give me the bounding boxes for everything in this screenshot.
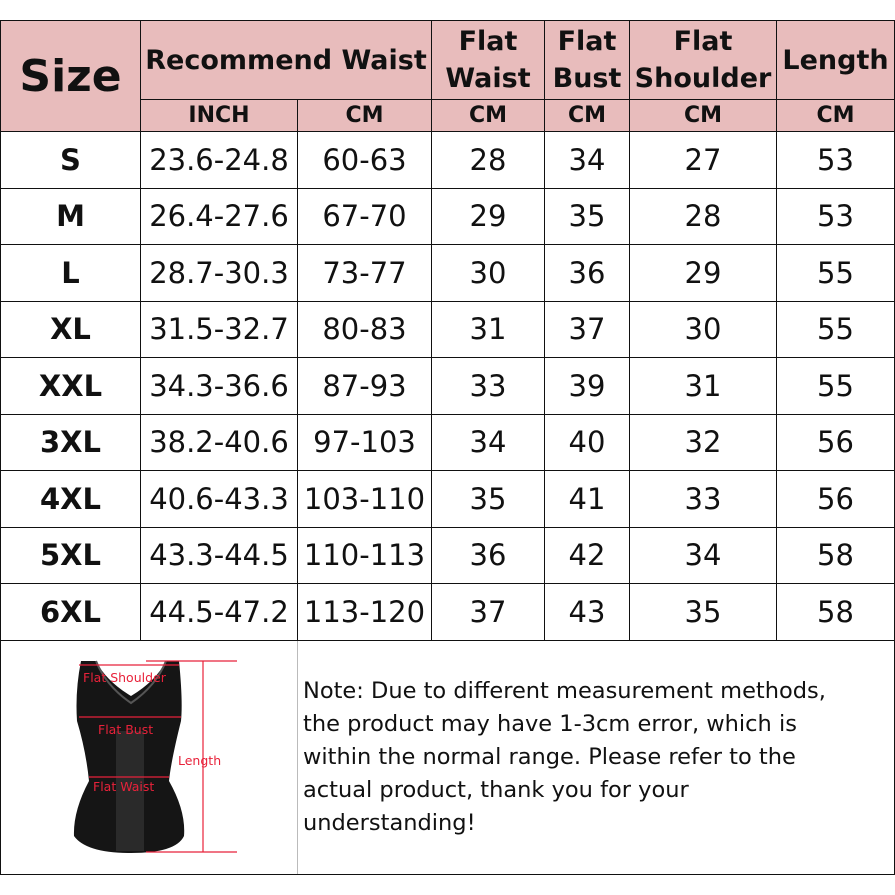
unit-header: INCH [140, 99, 298, 132]
value-cell: 40 [544, 413, 630, 471]
unit-header: CM [431, 99, 545, 132]
size-cell: M [0, 187, 141, 245]
value-cell: 23.6-24.8 [140, 131, 298, 189]
value-cell: 35 [431, 470, 545, 528]
header-recommend-waist: Recommend Waist [140, 20, 432, 100]
value-cell: 43.3-44.5 [140, 526, 298, 584]
value-cell: 28.7-30.3 [140, 244, 298, 302]
value-cell: 31.5-32.7 [140, 300, 298, 358]
value-cell: 80-83 [297, 300, 432, 358]
size-cell: S [0, 131, 141, 189]
value-cell: 31 [629, 357, 777, 415]
value-cell: 34 [629, 526, 777, 584]
size-cell: 5XL [0, 526, 141, 584]
value-cell: 31 [431, 300, 545, 358]
table-row: S 23.6-24.8 60-63 28 34 27 53 [0, 131, 895, 189]
header-length: Length [776, 20, 895, 100]
value-cell: 44.5-47.2 [140, 583, 298, 641]
value-cell: 36 [544, 244, 630, 302]
header-size: Size [0, 20, 141, 132]
value-cell: 29 [629, 244, 777, 302]
table-row: 5XL 43.3-44.5 110-113 36 42 34 58 [0, 526, 895, 584]
table-row: 6XL 44.5-47.2 113-120 37 43 35 58 [0, 583, 895, 641]
value-cell: 35 [544, 187, 630, 245]
unit-header: CM [629, 99, 777, 132]
header-flat-shoulder: Flat Shoulder [629, 20, 777, 100]
value-cell: 56 [776, 470, 895, 528]
value-cell: 42 [544, 526, 630, 584]
value-cell: 58 [776, 526, 895, 584]
header-flat-waist: Flat Waist [431, 20, 545, 100]
table-row: XXL 34.3-36.6 87-93 33 39 31 55 [0, 357, 895, 415]
value-cell: 33 [431, 357, 545, 415]
value-cell: 37 [431, 583, 545, 641]
value-cell: 55 [776, 244, 895, 302]
value-cell: 55 [776, 357, 895, 415]
value-cell: 32 [629, 413, 777, 471]
value-cell: 28 [431, 131, 545, 189]
table-row: L 28.7-30.3 73-77 30 36 29 55 [0, 244, 895, 302]
unit-header: CM [297, 99, 432, 132]
value-cell: 28 [629, 187, 777, 245]
value-cell: 53 [776, 187, 895, 245]
label-flat-waist: Flat Waist [93, 779, 154, 794]
size-cell: XL [0, 300, 141, 358]
header-flat-bust: Flat Bust [544, 20, 630, 100]
value-cell: 110-113 [297, 526, 432, 584]
value-cell: 27 [629, 131, 777, 189]
value-cell: 87-93 [297, 357, 432, 415]
value-cell: 34 [544, 131, 630, 189]
table-row: 3XL 38.2-40.6 97-103 34 40 32 56 [0, 413, 895, 471]
value-cell: 55 [776, 300, 895, 358]
value-cell: 37 [544, 300, 630, 358]
vest-illustration: Flat Shoulder Flat Bust Flat Waist Lengt… [73, 659, 237, 853]
unit-header: CM [544, 99, 630, 132]
size-cell: 3XL [0, 413, 141, 471]
value-cell: 30 [431, 244, 545, 302]
value-cell: 58 [776, 583, 895, 641]
value-cell: 73-77 [297, 244, 432, 302]
value-cell: 26.4-27.6 [140, 187, 298, 245]
value-cell: 43 [544, 583, 630, 641]
label-length: Length [178, 753, 221, 768]
value-cell: 40.6-43.3 [140, 470, 298, 528]
value-cell: 97-103 [297, 413, 432, 471]
note-text: Note: Due to different measurement metho… [297, 639, 895, 875]
unit-header: CM [776, 99, 895, 132]
label-flat-bust: Flat Bust [98, 722, 153, 737]
label-flat-shoulder: Flat Shoulder [83, 670, 167, 685]
value-cell: 34 [431, 413, 545, 471]
size-cell: 6XL [0, 583, 141, 641]
size-cell: L [0, 244, 141, 302]
value-cell: 29 [431, 187, 545, 245]
value-cell: 30 [629, 300, 777, 358]
value-cell: 113-120 [297, 583, 432, 641]
value-cell: 67-70 [297, 187, 432, 245]
value-cell: 33 [629, 470, 777, 528]
size-cell: XXL [0, 357, 141, 415]
value-cell: 34.3-36.6 [140, 357, 298, 415]
table-row: XL 31.5-32.7 80-83 31 37 30 55 [0, 300, 895, 358]
value-cell: 35 [629, 583, 777, 641]
table-row: 4XL 40.6-43.3 103-110 35 41 33 56 [0, 470, 895, 528]
value-cell: 38.2-40.6 [140, 413, 298, 471]
table-row: M 26.4-27.6 67-70 29 35 28 53 [0, 187, 895, 245]
value-cell: 41 [544, 470, 630, 528]
value-cell: 36 [431, 526, 545, 584]
value-cell: 39 [544, 357, 630, 415]
value-cell: 56 [776, 413, 895, 471]
value-cell: 60-63 [297, 131, 432, 189]
garment-diagram: Flat Shoulder Flat Bust Flat Waist Lengt… [0, 639, 298, 875]
size-chart-table: Size Recommend Waist Flat Waist Flat Bus… [0, 20, 895, 875]
note-paragraph: Note: Due to different measurement metho… [303, 677, 826, 836]
size-cell: 4XL [0, 470, 141, 528]
value-cell: 103-110 [297, 470, 432, 528]
value-cell: 53 [776, 131, 895, 189]
